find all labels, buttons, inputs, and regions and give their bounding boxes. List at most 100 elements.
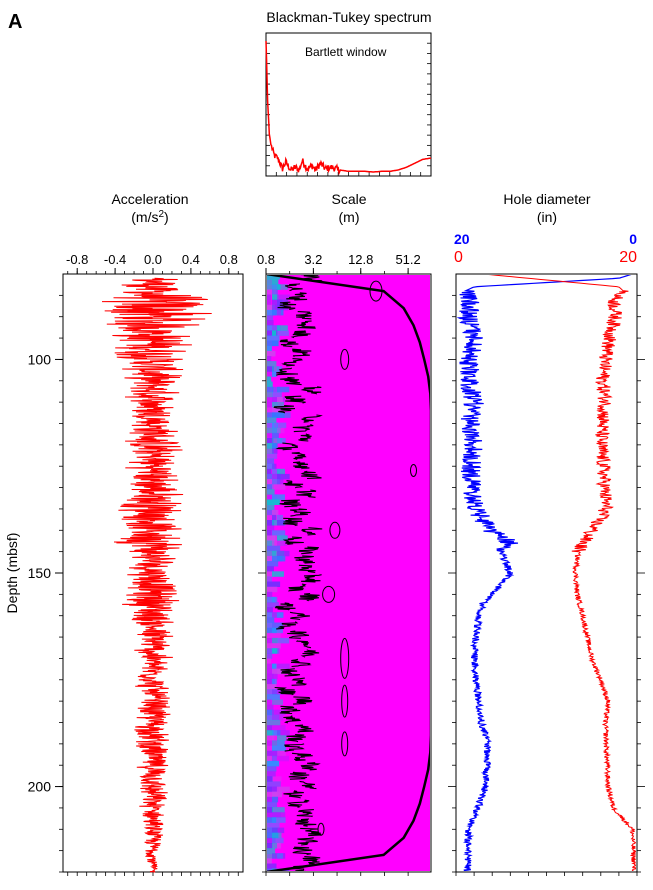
scalogram-power-cell xyxy=(272,366,279,372)
scalogram-contour-line xyxy=(296,489,317,498)
panel-letter: A xyxy=(8,11,22,33)
scalogram-power-cell xyxy=(272,730,281,736)
scalogram-power-cell xyxy=(267,837,276,844)
scalogram-power-cell xyxy=(267,766,277,772)
scalogram-power-cell xyxy=(272,786,279,793)
scalogram-contour-line xyxy=(284,743,305,752)
scalogram-power-cell xyxy=(267,637,277,644)
scalogram-power-cell xyxy=(272,330,277,336)
scalogram-power-cell xyxy=(277,468,285,475)
scalogram-power-cell xyxy=(272,422,278,429)
scalogram-power-cell xyxy=(272,735,277,741)
scalogram-power-cell xyxy=(267,350,276,357)
acceleration-x-tick-label: -0.8 xyxy=(66,252,88,267)
scalogram-power-cell xyxy=(267,689,278,695)
scalogram-contour-line xyxy=(293,696,313,705)
scalogram-power-cell xyxy=(272,484,286,490)
scalogram-contour-line xyxy=(301,574,322,583)
scalogram-power-cell xyxy=(267,807,274,813)
scalogram-power-cell xyxy=(277,853,283,859)
acceleration-series-line xyxy=(101,277,212,873)
scalogram-contour-line xyxy=(302,856,321,865)
scalogram-power-cell xyxy=(267,771,276,777)
spectrum-series-line xyxy=(265,40,432,176)
scalogram-power-cell xyxy=(272,530,286,536)
scalogram-contour-line xyxy=(275,442,299,451)
scalogram-power-cell xyxy=(277,402,284,408)
scalogram-contour-line xyxy=(295,724,314,733)
scalogram-contour-line xyxy=(273,405,296,414)
spectrum-annotation: Bartlett window xyxy=(305,45,387,59)
scalogram-power-cell xyxy=(272,468,281,475)
scalogram-contour-line xyxy=(288,583,307,592)
scalogram-power-cell xyxy=(267,730,274,736)
scalogram-contour-line xyxy=(300,762,321,771)
scalogram-contour-line xyxy=(300,386,322,395)
scalogram-power-cell xyxy=(272,750,280,757)
acceleration-x-tick-label: 0.8 xyxy=(220,252,238,267)
scalogram-power-cell xyxy=(267,586,278,593)
scalogram-power-cell xyxy=(267,304,275,311)
scalogram-contour-line xyxy=(291,677,308,686)
scalogram-power-cell xyxy=(272,371,277,377)
scalogram-contour-loop xyxy=(341,731,349,757)
scalogram-power-cell xyxy=(267,453,278,459)
scalogram-power-cell xyxy=(272,699,283,705)
scalogram-power-cell xyxy=(267,622,273,628)
scalogram-power-cell xyxy=(267,596,276,603)
scalogram-power-cell xyxy=(272,391,282,398)
acceleration-unit: (m/s2) xyxy=(131,209,168,225)
scalogram-power-cell xyxy=(272,725,286,731)
scalogram-power-cell xyxy=(267,653,273,659)
scalogram-contour-line xyxy=(300,527,323,536)
scalogram-power-cell xyxy=(267,443,276,449)
spectrum-title: Blackman-Tukey spectrum xyxy=(266,9,431,25)
scalogram-contour-line xyxy=(299,780,317,790)
scalogram-power-cell xyxy=(267,561,279,567)
scalogram-power-cell xyxy=(272,648,278,654)
spectrum-ticks xyxy=(266,42,431,176)
scalogram-power-cell xyxy=(277,740,285,746)
scalogram-power-cell xyxy=(272,745,286,752)
scalogram-power-cell xyxy=(267,591,273,598)
scalogram-power-cell xyxy=(272,407,283,413)
hole-diameter-title: Hole diameter xyxy=(503,191,590,207)
scalogram-power-cell xyxy=(267,422,275,429)
scalogram-power-cell xyxy=(277,535,288,541)
scalogram-contour-line xyxy=(287,630,310,639)
scalogram-power-cell xyxy=(272,837,284,844)
scalogram-power-cell xyxy=(277,520,285,526)
scalogram-contour-line xyxy=(276,621,299,630)
scalogram-power-cell xyxy=(267,325,281,331)
scalogram-contour-line xyxy=(283,517,303,527)
scalogram-power-cell xyxy=(267,817,277,823)
scalogram-contour-line xyxy=(290,330,311,339)
scalogram-contour-line xyxy=(300,470,322,480)
scalogram-power-cell xyxy=(277,284,288,290)
scalogram-contour-loop xyxy=(340,348,350,370)
scalogram-power-cell xyxy=(277,750,286,757)
scalogram-contour-line xyxy=(297,837,318,846)
scalogram-power-cell xyxy=(277,663,290,670)
scalogram-power-cell xyxy=(272,325,281,331)
scalogram-contour-line xyxy=(289,611,310,621)
scalogram-contour-line xyxy=(290,658,312,668)
scalogram-power-cell xyxy=(272,294,279,300)
acceleration-axes: -0.8 -0.4 0.0 0.4 0.8 100 150 200 xyxy=(28,252,239,876)
spectrum-panel: Blackman-Tukey spectrum Bartlett window xyxy=(265,9,432,177)
scalogram-power-cell xyxy=(272,279,279,285)
scalogram-power-cell xyxy=(267,822,280,828)
scalogram-contour-line xyxy=(296,320,316,329)
scalogram-power-cell xyxy=(272,443,278,449)
scalogram-power-cell xyxy=(267,868,275,871)
scalogram-power-cell xyxy=(267,356,272,362)
scalogram-contour-line xyxy=(280,376,302,386)
scalogram-contour-line xyxy=(298,592,320,602)
scalogram-contour-line xyxy=(281,358,303,367)
scalogram-power-cell xyxy=(277,427,285,434)
scalogram-power-cell xyxy=(267,386,274,393)
scalogram-contour-line xyxy=(286,799,310,808)
scalogram-power-cell xyxy=(277,294,291,300)
scalogram-power-cell xyxy=(277,730,290,736)
scalogram-contour-line xyxy=(290,508,311,517)
